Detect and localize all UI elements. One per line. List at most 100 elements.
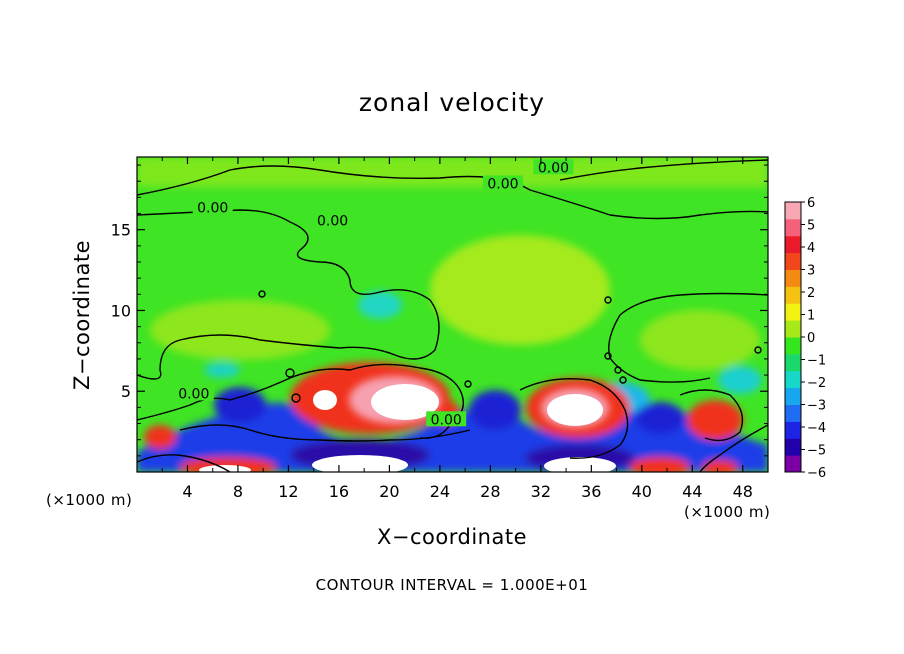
colorbar-tick-label: 6 [807,196,815,211]
contour-line [179,424,471,442]
colorbar-tick-label: −1 [807,354,826,369]
colorbar-tick-label: 1 [807,309,815,324]
contour-label-bg [533,159,574,175]
x-unit-label-left: (×1000 m) [46,491,133,509]
field-white-core-e [544,457,616,472]
field-white-core-b [313,390,337,410]
colorbar-swatch [785,252,801,270]
contour-label-bg [192,199,233,215]
field-upper-band [137,157,768,187]
field-cyan-patch-c [718,366,762,394]
colorbar-tick-label: −6 [807,466,826,481]
chart-title: zonal velocity [358,88,546,117]
contour-interval-note: CONTOUR INTERVAL = 1.000E+01 [315,576,589,594]
field-cyan-patch-a [358,291,402,319]
field-white-core-f [199,465,251,472]
contour-label-bg [426,411,467,427]
contour-label: 0.00 [317,214,348,230]
field-white-core-d [312,455,408,472]
contour-line [699,424,768,472]
colorbar-tick-label: 2 [807,286,815,301]
contour-label: 0.00 [197,201,228,217]
contour-labels: 0.00 0.00 0.00 0.00 0.00 0.00 [173,159,574,428]
colorbar-swatch [785,370,801,389]
colorbar-tick-label: −2 [807,376,826,391]
contour-label-bg [173,385,214,401]
x-tick-label: 28 [480,482,500,501]
x-tick-label: 16 [329,482,349,501]
x-tick-label: 12 [278,482,298,501]
y-tick-label: 10 [111,301,131,320]
field-red-bottom-b [630,457,690,472]
contour-closed [604,352,612,360]
colorbar-tick-label: 4 [807,241,815,256]
x-tick-label: 40 [632,482,652,501]
colorbar-swatch [785,421,801,439]
contour-label: 0.00 [178,386,209,402]
field-red-lobe-west [144,425,176,449]
x-tick-label: 4 [182,482,192,501]
colorbar-tick-label: 3 [807,264,815,279]
field-blue-core-b [469,390,521,430]
x-tick-label: 36 [581,482,601,501]
contour-label: 0.00 [487,176,518,192]
contour-closed [285,368,295,378]
contour-line [559,159,768,181]
field-blue-core-a [214,387,266,423]
contour-closed [291,393,301,403]
contour-closed [754,346,762,354]
field-cyan-patch-b [204,362,240,378]
colorbar-swatch [785,438,801,456]
colorbar-tick-label: 5 [807,219,815,234]
field-white-core-c [547,394,603,426]
contour-label: 0.00 [431,412,462,428]
contour-line [137,454,231,472]
colorbar-swatch [785,387,801,405]
colorbar-tick-label: −5 [807,444,826,459]
colorbar-swatch [785,235,801,254]
y-tick-label: 15 [111,221,131,240]
x-unit-label-right: (×1000 m) [684,503,771,521]
contour-closed [604,296,612,304]
colorbar-swatch [785,337,801,355]
plot-frame [136,156,769,473]
x-tick-label: 8 [233,482,243,501]
field-right-light-region [640,310,760,370]
colorbar-tick-label: −4 [807,421,826,436]
colorbar: 6 5 4 3 2 1 0 −1 −2 −3 −4 −5 −6 [784,196,826,481]
colorbar-swatch [785,218,801,237]
contour-line [519,378,629,459]
contour-label-bg [312,212,353,228]
colorbar-swatch [785,455,801,473]
contour-closed [619,376,627,384]
field-white-core-a [371,384,439,420]
x-tick-label: 32 [531,482,551,501]
contour-closed [614,366,622,374]
x-axis: 4 8 12 16 20 24 28 32 36 40 44 48 [161,157,753,501]
contour-label: 0.00 [538,160,569,176]
y-axis: 5 10 15 [111,164,768,457]
contour-line [679,389,744,442]
colorbar-swatch [785,286,801,304]
contour-closed [258,290,266,298]
x-tick-label: 44 [682,482,702,501]
x-tick-label: 20 [379,482,399,501]
x-tick-label: 48 [733,482,753,501]
x-tick-label: 24 [430,482,450,501]
field-blue-core-c [636,402,684,434]
contour-line [137,209,440,380]
x-axis-label: X−coordinate [377,525,527,549]
field-red-lobe-far-east [687,400,743,440]
y-axis-label: Z−coordinate [70,240,94,390]
colorbar-tick-label: 0 [807,331,815,346]
contour-label-bg [482,175,523,191]
colorbar-swatch [785,303,801,321]
velocity-field: 0.00 0.00 0.00 0.00 0.00 0.00 [137,157,768,472]
contour-closed [464,380,472,388]
contour-line [608,292,768,383]
colorbar-swatch [785,353,801,372]
colorbar-swatch [785,404,801,422]
colorbar-swatch [785,320,801,338]
colorbar-tick-label: −3 [807,399,826,414]
